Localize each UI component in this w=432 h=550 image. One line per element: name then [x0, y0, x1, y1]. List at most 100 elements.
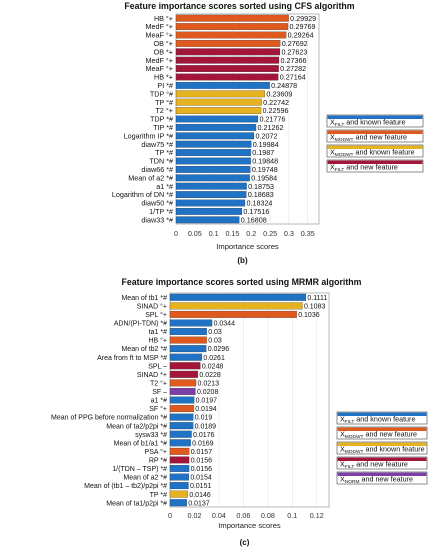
legend-label-subscript: FILT	[345, 419, 355, 425]
bar	[169, 362, 201, 370]
x-tick-label: 0.02	[187, 511, 201, 520]
bar-value-label: 0.0157	[191, 449, 213, 456]
y-category-label: TP °#	[155, 98, 173, 107]
bar	[169, 293, 307, 301]
bar-value-label: 0.0197	[196, 398, 218, 405]
legend-label-text: and new feature	[344, 163, 398, 172]
bar	[169, 465, 190, 472]
legend-label-text: and new feature	[354, 460, 408, 469]
y-category-label: T2 °+	[156, 106, 173, 115]
bar	[169, 370, 199, 378]
bar-value-label: 0.27282	[280, 64, 306, 73]
y-category-label: Mean of tb1 *#	[121, 295, 167, 302]
y-category-label: SF °+	[149, 405, 167, 413]
bar-value-label: 0.27623	[281, 47, 307, 56]
y-category-label: SPL °+	[145, 311, 167, 319]
legend-label-main: X	[340, 475, 345, 484]
y-category-label: diaw50 *#	[141, 199, 173, 208]
y-category-label: TDP °#	[150, 89, 173, 98]
x-tick-label: 0.3	[284, 229, 294, 238]
legend-swatch	[337, 457, 427, 461]
bar-value-label: 0.21776	[259, 115, 285, 124]
bar	[175, 174, 250, 182]
panel-label: (c)	[240, 538, 250, 547]
y-category-label: Mean of ta1/p2pi *#	[106, 500, 167, 507]
legend-swatch	[327, 160, 423, 164]
bar-value-label: 0.03	[208, 329, 222, 336]
x-tick-label: 0	[174, 229, 178, 238]
y-category-label: Mean of PPG before normalization *#	[51, 415, 167, 422]
y-category-label: MedF °+	[146, 56, 173, 65]
bar	[175, 157, 251, 165]
x-axis-label: Importance scores	[216, 242, 279, 251]
bar	[169, 310, 297, 318]
bar	[169, 405, 194, 413]
y-category-label: SF –	[152, 389, 167, 396]
bar-value-label: 0.2072	[255, 131, 277, 140]
legend-swatch	[337, 442, 427, 446]
bar-value-label: 0.0344	[214, 321, 236, 328]
legend-swatch	[337, 412, 427, 416]
y-category-label: a1 *#	[156, 182, 173, 191]
x-tick-label: 0.12	[310, 511, 324, 520]
bar	[175, 81, 270, 89]
bar	[175, 98, 262, 106]
bar-value-label: 0.19984	[253, 140, 279, 149]
legend-label: XMODWT and known feature	[330, 148, 415, 159]
legend-label-main: X	[330, 133, 335, 142]
bar-value-label: 0.0261	[203, 355, 225, 362]
legend-label-main: X	[340, 430, 345, 439]
legend-label: XFILT and known feature	[340, 415, 415, 426]
x-tick-label: 0.04	[212, 511, 226, 520]
legend-swatch	[327, 115, 423, 119]
bar-value-label: 0.0213	[198, 380, 220, 387]
legend-swatch	[327, 145, 423, 149]
bar-value-label: 0.1111	[307, 295, 327, 302]
bar-value-label: 0.18324	[246, 199, 272, 208]
bar-value-label: 0.23609	[266, 89, 292, 98]
legend-label-subscript: MODWT	[345, 449, 364, 455]
y-category-label: HB *+	[154, 73, 173, 82]
bar	[175, 90, 265, 98]
legend-label: XFILT and new feature	[330, 163, 398, 174]
bar-value-label: 0.019	[195, 415, 213, 422]
bar	[175, 216, 240, 224]
bar	[169, 328, 207, 335]
bar-value-label: 0.27366	[280, 56, 306, 65]
bar-value-label: 0.0176	[193, 432, 215, 439]
bar	[169, 439, 191, 447]
legend-label-main: X	[340, 460, 345, 469]
bar	[175, 39, 281, 47]
y-category-label: a1 *#	[151, 398, 167, 405]
legend-label: XMODWT and new feature	[330, 133, 407, 144]
bar	[175, 56, 280, 64]
legend-label-main: X	[340, 445, 345, 454]
bar	[175, 73, 279, 81]
bar	[175, 199, 246, 207]
y-category-label: sysw33 *#	[135, 432, 167, 439]
bar-value-label: 0.0156	[191, 466, 213, 473]
bar	[169, 473, 189, 481]
y-category-label: MeaF °+	[146, 31, 173, 40]
bar	[175, 191, 247, 199]
legend-label-main: X	[330, 163, 335, 172]
bar	[175, 31, 287, 39]
bar-value-label: 0.29769	[290, 22, 316, 31]
legend-label: XFILT and new feature	[340, 460, 408, 471]
x-tick-label: 0.2	[246, 229, 256, 238]
y-category-label: 1/(TDN – TSP) *#	[112, 466, 167, 473]
y-category-label: PI *#	[157, 81, 173, 90]
bar	[169, 413, 194, 421]
bar	[175, 140, 252, 148]
y-category-label: RP *#	[149, 458, 167, 465]
x-tick-label: 0.25	[263, 229, 277, 238]
bar-value-label: 0.29929	[290, 14, 316, 23]
x-tick-label: 0.06	[236, 511, 250, 520]
y-category-label: ADN/(PI-TDN) *#	[114, 321, 167, 328]
legend-label-text: and known feature	[354, 415, 415, 424]
bar	[175, 165, 251, 173]
y-category-label: TDN *#	[149, 157, 173, 166]
x-tick-label: 0.1	[209, 229, 219, 238]
